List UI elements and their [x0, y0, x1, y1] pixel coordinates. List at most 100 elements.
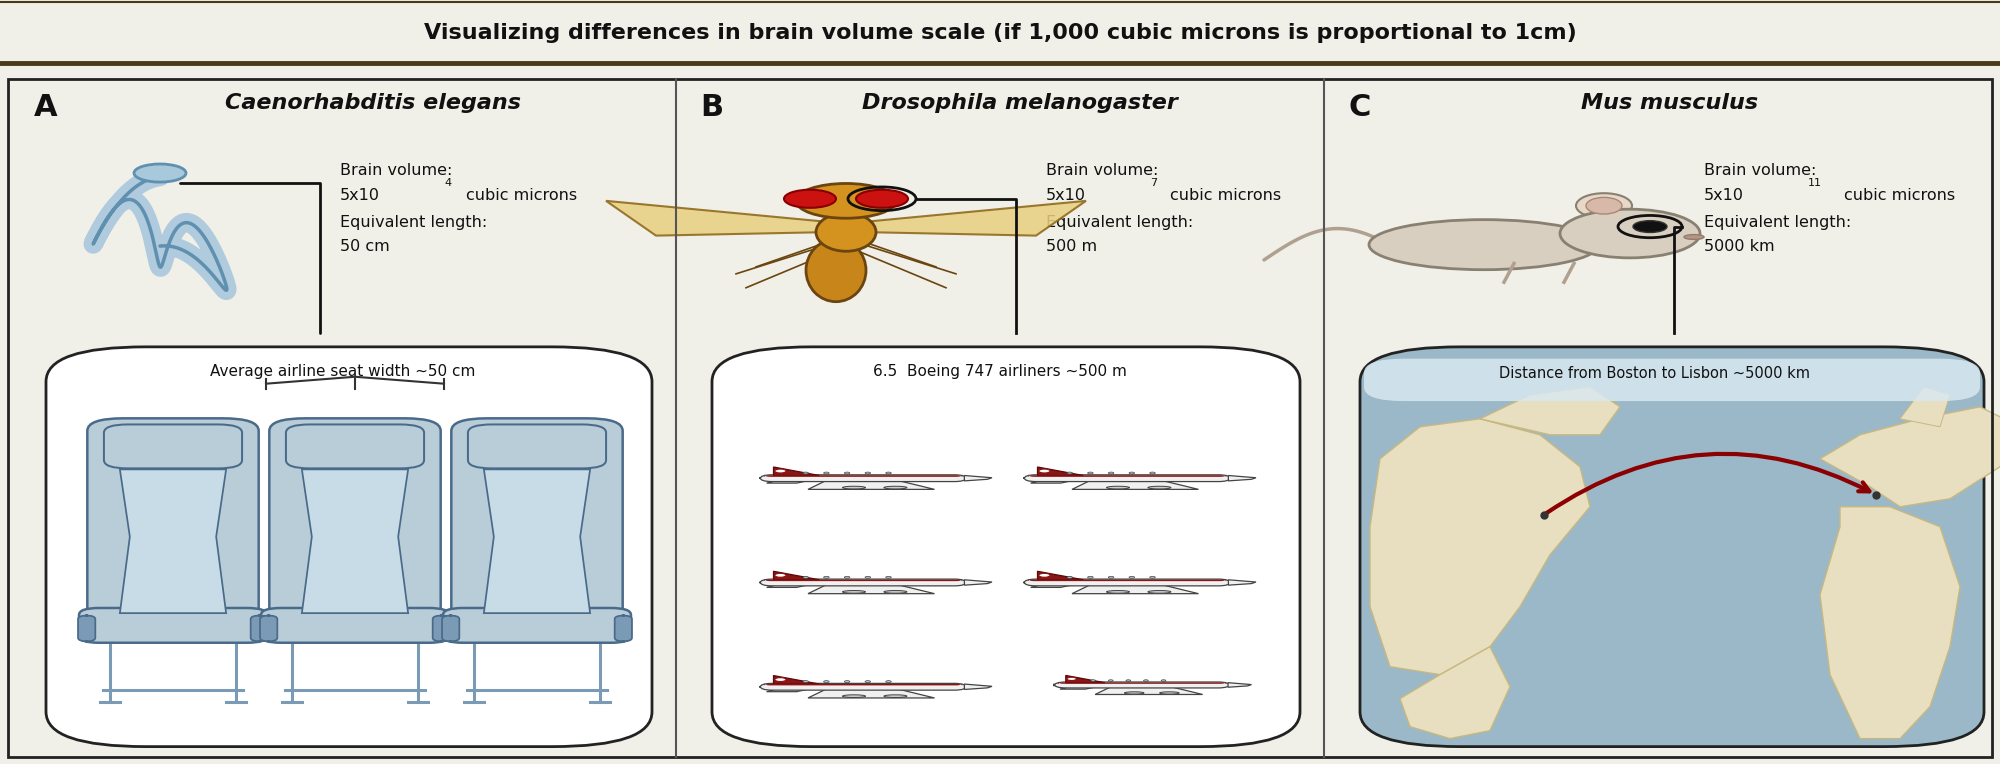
Circle shape [886, 681, 892, 682]
FancyBboxPatch shape [712, 347, 1300, 746]
Circle shape [1130, 576, 1134, 578]
Text: cubic microns: cubic microns [1844, 189, 1956, 203]
Polygon shape [1066, 675, 1104, 683]
Circle shape [844, 472, 850, 474]
FancyBboxPatch shape [452, 419, 622, 621]
FancyBboxPatch shape [104, 425, 242, 468]
Polygon shape [120, 469, 226, 613]
Text: Mus musculus: Mus musculus [1582, 93, 1758, 113]
Text: Brain volume:: Brain volume: [340, 163, 452, 177]
Text: cubic microns: cubic microns [1170, 189, 1282, 203]
Text: Equivalent length:: Equivalent length: [340, 215, 488, 230]
FancyBboxPatch shape [1028, 474, 1226, 478]
Polygon shape [1820, 406, 2000, 507]
FancyBboxPatch shape [1028, 579, 1226, 581]
Circle shape [1150, 576, 1156, 578]
Circle shape [856, 189, 908, 208]
FancyBboxPatch shape [46, 347, 652, 746]
FancyBboxPatch shape [262, 608, 448, 643]
Ellipse shape [1576, 193, 1632, 219]
Polygon shape [302, 469, 408, 613]
Circle shape [824, 681, 830, 682]
Text: Drosophila melanogaster: Drosophila melanogaster [862, 93, 1178, 113]
FancyBboxPatch shape [760, 474, 966, 481]
Polygon shape [1900, 387, 1950, 427]
Text: 7: 7 [1150, 178, 1158, 188]
Polygon shape [774, 467, 820, 475]
Polygon shape [1820, 507, 1960, 739]
Text: Brain volume:: Brain volume: [1704, 163, 1816, 177]
Polygon shape [808, 687, 934, 698]
FancyBboxPatch shape [1024, 474, 1230, 481]
Ellipse shape [1160, 692, 1180, 694]
Ellipse shape [884, 486, 906, 489]
Circle shape [1108, 472, 1114, 474]
Text: 5000 km: 5000 km [1704, 239, 1774, 254]
Circle shape [774, 678, 786, 681]
FancyBboxPatch shape [432, 616, 450, 641]
Circle shape [866, 472, 870, 474]
Polygon shape [1400, 646, 1510, 739]
Ellipse shape [884, 694, 906, 698]
FancyBboxPatch shape [88, 419, 258, 621]
Text: C: C [1348, 93, 1370, 122]
FancyBboxPatch shape [250, 616, 268, 641]
Polygon shape [1030, 478, 1084, 483]
Polygon shape [1228, 683, 1252, 688]
Text: 11: 11 [1808, 178, 1822, 188]
Polygon shape [774, 675, 820, 684]
Circle shape [1108, 576, 1114, 578]
Ellipse shape [1684, 235, 1704, 239]
Polygon shape [1228, 580, 1256, 585]
FancyBboxPatch shape [270, 419, 440, 621]
Text: Average airline seat width ~50 cm: Average airline seat width ~50 cm [210, 364, 476, 379]
Polygon shape [808, 478, 934, 490]
Circle shape [1560, 209, 1700, 258]
Circle shape [1088, 472, 1094, 474]
Circle shape [886, 472, 892, 474]
Polygon shape [766, 582, 820, 588]
FancyBboxPatch shape [1024, 579, 1230, 586]
Polygon shape [1370, 419, 1590, 675]
FancyBboxPatch shape [1360, 347, 1984, 746]
Polygon shape [1038, 467, 1084, 475]
Circle shape [886, 576, 892, 578]
Circle shape [774, 573, 786, 578]
Circle shape [824, 576, 830, 578]
Circle shape [1066, 677, 1076, 681]
Ellipse shape [1124, 692, 1144, 694]
Polygon shape [766, 478, 820, 483]
Circle shape [844, 576, 850, 578]
FancyArrowPatch shape [1546, 454, 1870, 513]
Text: Distance from Boston to Lisbon ~5000 km: Distance from Boston to Lisbon ~5000 km [1498, 366, 1810, 381]
Text: 5x10: 5x10 [1046, 189, 1086, 203]
Text: 500 m: 500 m [1046, 239, 1098, 254]
FancyBboxPatch shape [1054, 682, 1230, 688]
Ellipse shape [1148, 486, 1170, 489]
Polygon shape [1480, 387, 1620, 435]
Circle shape [1066, 472, 1072, 474]
Circle shape [1150, 472, 1156, 474]
Polygon shape [1072, 478, 1198, 490]
Ellipse shape [1106, 591, 1130, 593]
Text: 50 cm: 50 cm [340, 239, 390, 254]
Text: 5x10: 5x10 [340, 189, 380, 203]
Circle shape [824, 472, 830, 474]
Circle shape [134, 164, 186, 182]
Ellipse shape [1148, 591, 1170, 593]
FancyBboxPatch shape [760, 579, 966, 586]
FancyBboxPatch shape [286, 425, 424, 468]
Ellipse shape [842, 694, 866, 698]
Text: 5x10: 5x10 [1704, 189, 1744, 203]
FancyBboxPatch shape [764, 474, 962, 478]
FancyBboxPatch shape [1364, 358, 1980, 401]
Text: Brain volume:: Brain volume: [1046, 163, 1158, 177]
Ellipse shape [1368, 219, 1600, 270]
Polygon shape [774, 571, 820, 580]
Circle shape [866, 576, 870, 578]
Ellipse shape [1106, 486, 1130, 489]
FancyBboxPatch shape [442, 616, 460, 641]
FancyBboxPatch shape [78, 616, 96, 641]
Polygon shape [964, 580, 992, 585]
Circle shape [1144, 680, 1148, 681]
